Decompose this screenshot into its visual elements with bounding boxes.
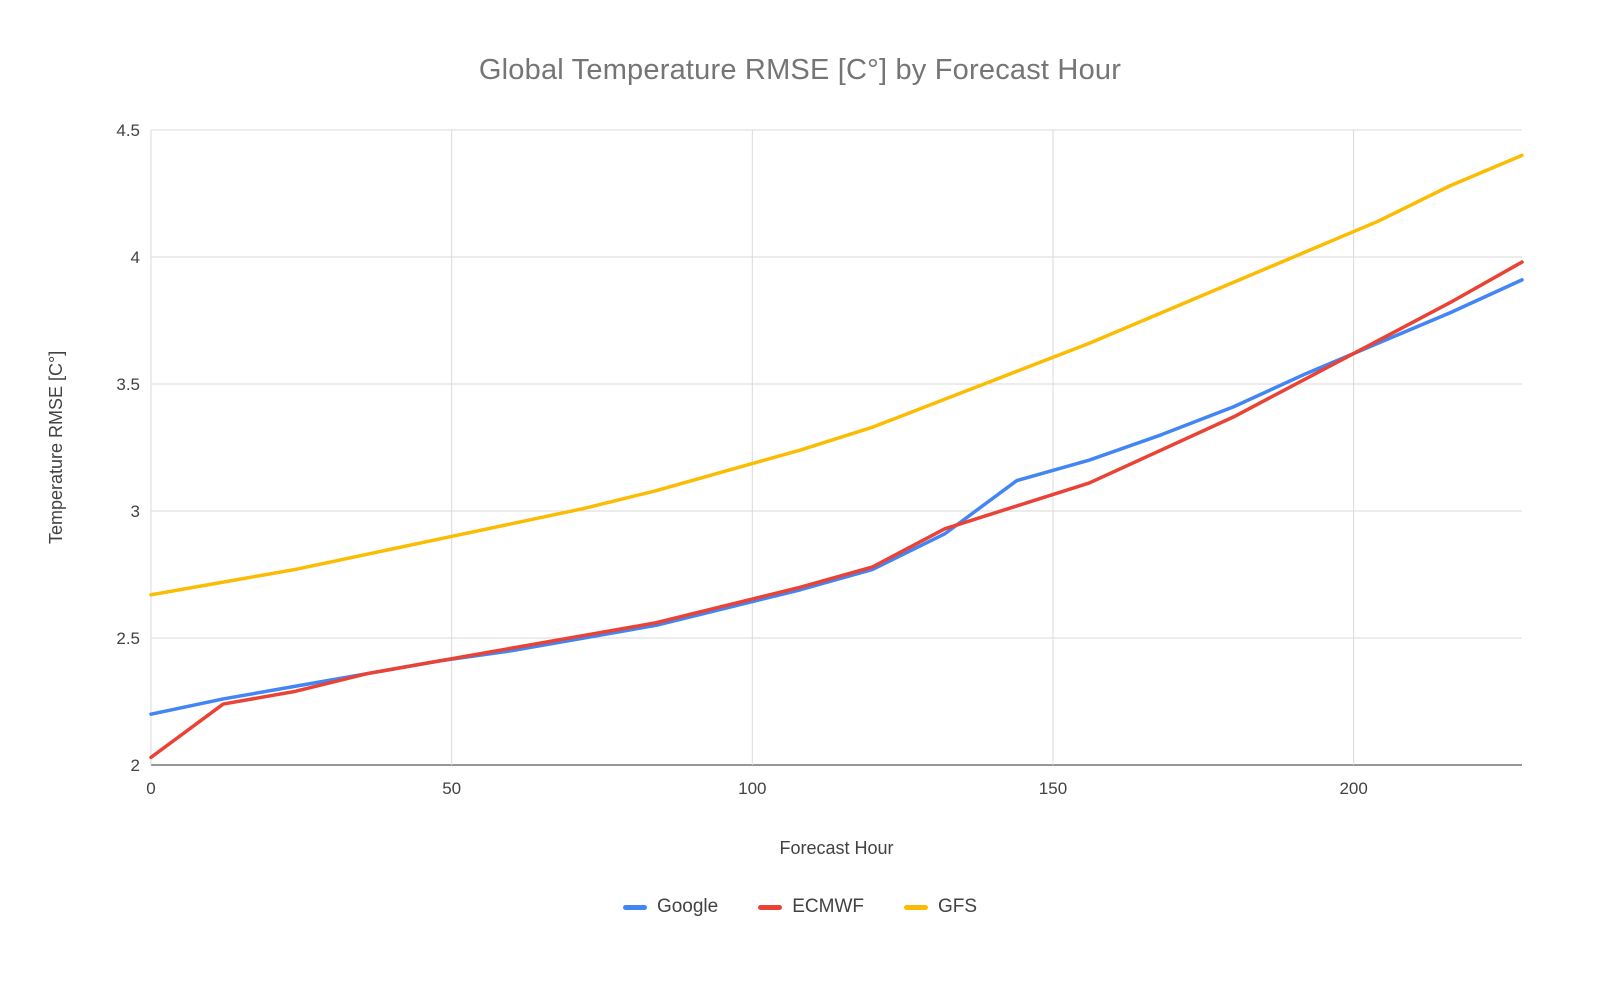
y-tick-label: 4 xyxy=(131,248,140,267)
x-axis-title: Forecast Hour xyxy=(779,838,894,858)
x-tick-label: 100 xyxy=(738,779,766,798)
y-tick-label: 4.5 xyxy=(116,121,140,140)
legend-swatch-ecmwf xyxy=(758,904,783,910)
legend: Google ECMWF GFS xyxy=(0,896,1600,918)
chart-title: Global Temperature RMSE [C°] by Forecast… xyxy=(478,54,1122,86)
legend-label-ecmwf: ECMWF xyxy=(792,896,864,917)
legend-item-ecmwf: ECMWF xyxy=(758,896,864,918)
x-tick-label: 200 xyxy=(1339,779,1367,798)
series-line-google xyxy=(149,278,1524,716)
legend-label-google: Google xyxy=(656,896,719,917)
y-tick-label: 2 xyxy=(131,756,140,775)
y-tick-label: 3.5 xyxy=(116,375,140,394)
series-line-gfs xyxy=(149,153,1524,597)
y-tick-label: 2.5 xyxy=(116,629,140,648)
legend-swatch-gfs xyxy=(903,904,928,910)
x-tick-label: 0 xyxy=(146,779,155,798)
legend-item-gfs: GFS xyxy=(903,896,978,918)
y-tick-label: 3 xyxy=(131,502,140,521)
legend-swatch-google xyxy=(622,904,647,910)
legend-item-google: Google xyxy=(622,896,719,918)
series-line-ecmwf xyxy=(149,260,1524,760)
x-tick-label: 50 xyxy=(442,779,461,798)
legend-label-gfs: GFS xyxy=(937,896,978,917)
x-tick-label: 150 xyxy=(1039,779,1067,798)
